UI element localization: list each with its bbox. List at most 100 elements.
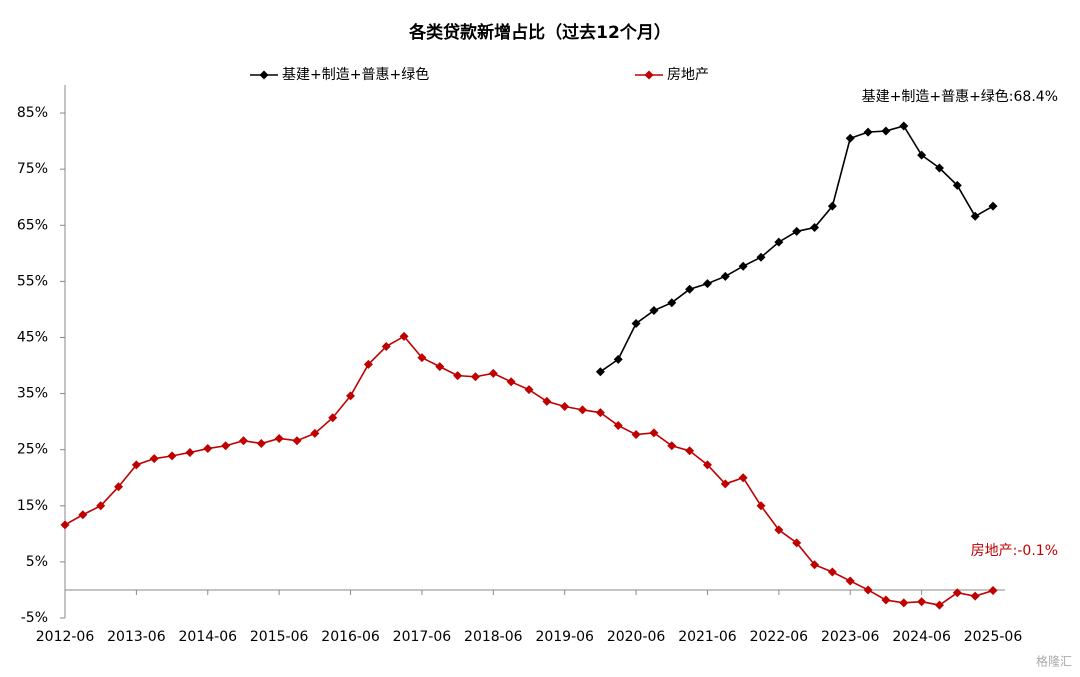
point: [863, 585, 873, 595]
point: [578, 405, 588, 415]
x-tick-label: 2015-06: [250, 629, 309, 645]
y-tick-label: 15%: [17, 498, 48, 514]
y-tick-label: 5%: [26, 554, 48, 570]
point: [845, 576, 855, 586]
point: [756, 501, 766, 511]
x-tick-label: 2024-06: [892, 629, 951, 645]
point: [96, 501, 106, 511]
y-tick-label: 35%: [17, 386, 48, 402]
point: [453, 371, 463, 381]
point: [417, 353, 427, 363]
x-tick-label: 2016-06: [321, 629, 380, 645]
point: [256, 439, 266, 449]
point: [792, 226, 802, 236]
x-tick-label: 2017-06: [393, 629, 452, 645]
x-tick-label: 2020-06: [607, 629, 666, 645]
point: [363, 359, 373, 369]
x-tick-label: 2023-06: [821, 629, 880, 645]
point: [899, 121, 909, 131]
point: [238, 436, 248, 446]
point: [649, 306, 659, 316]
point: [988, 586, 998, 596]
watermark: 格隆汇: [1036, 654, 1072, 669]
y-tick-label: -5%: [21, 610, 48, 626]
series-line: [64, 335, 994, 606]
point: [934, 163, 944, 173]
point: [970, 591, 980, 601]
point: [346, 391, 356, 401]
point: [167, 451, 177, 461]
x-tick-label: 2019-06: [535, 629, 594, 645]
legend-marker: [259, 70, 269, 80]
point: [488, 368, 498, 378]
point: [185, 447, 195, 457]
x-tick-label: 2025-06: [964, 629, 1023, 645]
point: [917, 150, 927, 160]
point: [881, 126, 891, 136]
point: [934, 600, 944, 610]
x-tick-label: 2014-06: [179, 629, 238, 645]
y-tick-label: 65%: [17, 217, 48, 233]
point: [542, 396, 552, 406]
point: [685, 446, 695, 456]
point: [756, 252, 766, 262]
x-tick-label: 2022-06: [750, 629, 809, 645]
point: [738, 473, 748, 483]
point: [774, 525, 784, 535]
x-tick-label: 2012-06: [36, 629, 95, 645]
point: [792, 538, 802, 548]
point: [221, 441, 231, 451]
point: [631, 430, 641, 440]
point: [292, 436, 302, 446]
point: [702, 460, 712, 470]
point: [131, 460, 141, 470]
point: [720, 271, 730, 281]
point: [506, 377, 516, 387]
point: [399, 331, 409, 341]
point: [702, 279, 712, 289]
y-tick-label: 55%: [17, 273, 48, 289]
point: [667, 298, 677, 308]
point: [470, 372, 480, 382]
annotation: 基建+制造+普惠+绿色:68.4%: [862, 88, 1058, 105]
annotation: 房地产:-0.1%: [971, 543, 1058, 559]
chart-title: 各类贷款新增占比（过去12个月）: [408, 22, 671, 43]
legend-marker: [644, 70, 654, 80]
y-tick-label: 45%: [17, 329, 48, 345]
point: [738, 261, 748, 271]
point: [595, 367, 605, 377]
point: [649, 428, 659, 438]
point: [60, 520, 70, 530]
point: [328, 413, 338, 423]
point: [917, 597, 927, 607]
point: [274, 433, 284, 443]
point: [560, 401, 570, 411]
point: [720, 479, 730, 489]
point: [685, 284, 695, 294]
point: [114, 482, 124, 492]
point: [827, 567, 837, 577]
point: [810, 560, 820, 570]
x-tick-label: 2018-06: [464, 629, 523, 645]
point: [78, 510, 88, 520]
point: [970, 211, 980, 221]
point: [631, 318, 641, 328]
point: [203, 444, 213, 454]
point: [613, 354, 623, 364]
y-tick-label: 85%: [17, 105, 48, 121]
point: [435, 362, 445, 372]
point: [613, 421, 623, 431]
point: [952, 588, 962, 598]
y-tick-label: 75%: [17, 161, 48, 177]
point: [667, 441, 677, 451]
point: [899, 598, 909, 608]
point: [863, 127, 873, 137]
point: [827, 201, 837, 211]
point: [988, 201, 998, 211]
legend-label: 房地产: [667, 67, 709, 83]
point: [845, 133, 855, 143]
x-tick-label: 2021-06: [678, 629, 737, 645]
point: [149, 454, 159, 464]
series-line: [599, 125, 994, 373]
point: [595, 408, 605, 418]
